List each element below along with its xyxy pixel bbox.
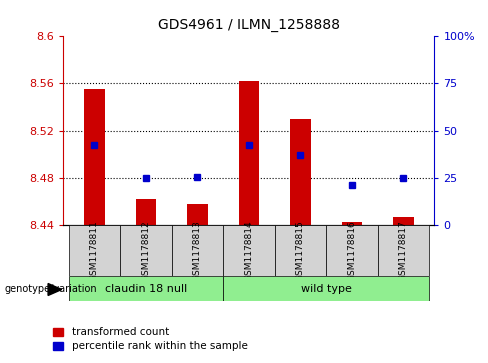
Text: wild type: wild type (301, 284, 351, 294)
Bar (378, 225, 429, 276)
Text: GSM1178817: GSM1178817 (399, 220, 408, 281)
Bar (172, 225, 223, 276)
Text: GSM1178815: GSM1178815 (296, 220, 305, 281)
Text: GSM1178814: GSM1178814 (244, 220, 253, 281)
Text: GSM1178816: GSM1178816 (347, 220, 356, 281)
Bar (69, 276, 223, 301)
Bar (84, 89, 104, 225)
Legend: transformed count, percentile rank within the sample: transformed count, percentile rank withi… (49, 323, 252, 356)
Text: GSM1178813: GSM1178813 (193, 220, 202, 281)
Bar (393, 217, 414, 225)
Bar (290, 119, 311, 225)
Polygon shape (48, 284, 62, 295)
Text: GSM1178812: GSM1178812 (142, 220, 150, 281)
Bar (223, 225, 275, 276)
Text: claudin 18 null: claudin 18 null (105, 284, 187, 294)
Bar (326, 225, 378, 276)
Text: GSM1178811: GSM1178811 (90, 220, 99, 281)
Title: GDS4961 / ILMN_1258888: GDS4961 / ILMN_1258888 (158, 19, 340, 33)
Bar (275, 225, 326, 276)
Bar (239, 81, 259, 225)
Bar (223, 276, 429, 301)
Bar (120, 225, 172, 276)
Bar (187, 204, 208, 225)
Bar (69, 225, 120, 276)
Bar (342, 221, 362, 225)
Text: genotype/variation: genotype/variation (5, 284, 98, 294)
Bar (136, 199, 156, 225)
